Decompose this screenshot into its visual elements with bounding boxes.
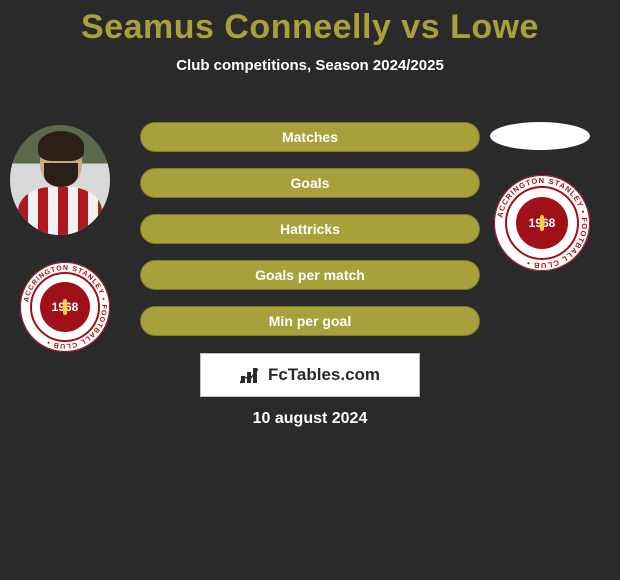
stat-bars: Matches Goals Hattricks Goals per match Min … [140,122,480,352]
stat-bar-min-per-goal: Min per goal [140,306,480,336]
snapshot-date: 10 august 2024 [0,410,620,428]
club-crest-left: ACCRINGTON STANLEY • FOOTBALL CLUB • 196… [20,262,110,352]
stat-bar-goals: Goals [140,168,480,198]
source-logo: FcTables.com [200,353,420,397]
stat-bar-hattricks: Hattricks [140,214,480,244]
bar-chart-icon [240,366,264,384]
subtitle: Club competitions, Season 2024/2025 [0,57,620,74]
stat-bar-matches: Matches [140,122,480,152]
club-crest-right: ACCRINGTON STANLEY • FOOTBALL CLUB • 196… [494,175,590,271]
player-left-avatar [10,125,110,235]
page-title: Seamus Conneelly vs Lowe [0,0,620,47]
player-right-avatar [490,122,590,150]
source-logo-text: FcTables.com [268,365,380,385]
stat-bar-goals-per-match: Goals per match [140,260,480,290]
